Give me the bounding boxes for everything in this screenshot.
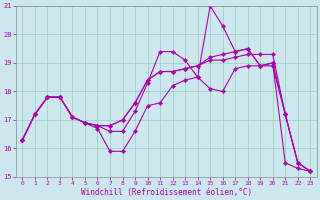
X-axis label: Windchill (Refroidissement éolien,°C): Windchill (Refroidissement éolien,°C) bbox=[81, 188, 252, 197]
